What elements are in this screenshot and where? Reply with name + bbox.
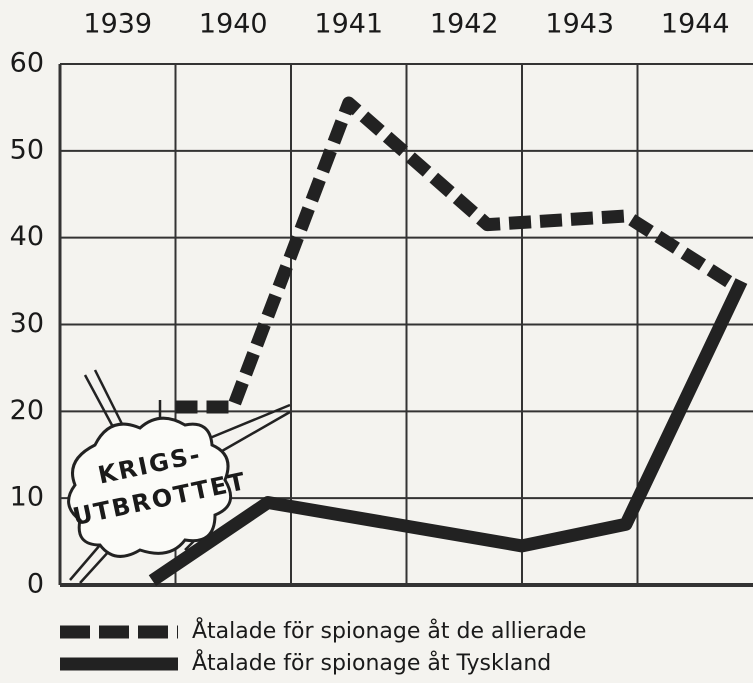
background — [0, 0, 753, 683]
x-tick-label: 1939 — [83, 9, 152, 40]
y-tick-label: 50 — [10, 134, 44, 165]
x-tick-label: 1940 — [199, 9, 268, 40]
legend-label: Åtalade för spionage åt de allierade — [192, 617, 586, 644]
y-tick-label: 60 — [10, 48, 44, 79]
chart: KRIGS- UTBROTTET 01020304050601939194019… — [0, 0, 753, 683]
x-tick-label: 1942 — [430, 9, 499, 40]
x-tick-label: 1944 — [661, 9, 730, 40]
y-tick-label: 10 — [10, 482, 44, 513]
y-tick-label: 40 — [10, 221, 44, 252]
y-tick-label: 20 — [10, 395, 44, 426]
x-tick-label: 1941 — [314, 9, 383, 40]
y-tick-label: 30 — [10, 308, 44, 339]
x-tick-label: 1943 — [545, 9, 614, 40]
legend-label: Åtalade för spionage åt Tyskland — [192, 649, 551, 676]
y-tick-label: 0 — [27, 569, 44, 600]
